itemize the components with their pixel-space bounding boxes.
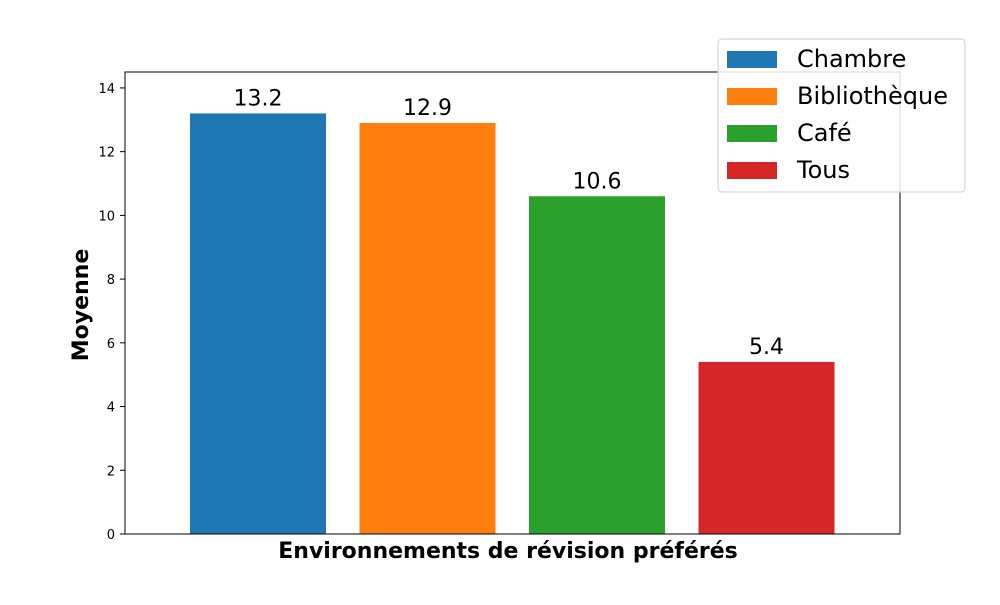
legend-swatch-3: [727, 162, 777, 179]
legend-label-1: Bibliothèque: [797, 82, 948, 110]
legend-swatch-0: [727, 51, 777, 68]
legend-swatch-2: [727, 125, 777, 142]
value-label-3: 5.4: [749, 335, 784, 360]
y-tick-label-7: 14: [98, 82, 115, 97]
y-tick-label-5: 10: [98, 209, 115, 224]
y-axis: 0 2 4 6 8 10 12 14: [98, 82, 125, 543]
value-label-2: 10.6: [573, 169, 622, 194]
bar-0: [190, 113, 326, 535]
value-label-0: 13.2: [234, 86, 283, 111]
x-axis-label: Environnements de révision préférés: [278, 539, 738, 564]
y-tick-label-2: 4: [107, 401, 115, 416]
y-tick-label-1: 2: [107, 464, 115, 479]
bars-layer: [190, 113, 835, 535]
legend-frame: [717, 38, 966, 193]
value-label-1: 12.9: [403, 96, 452, 121]
legend: Chambre Bibliothèque Café Tous: [717, 38, 966, 193]
y-axis-label: Moyenne: [69, 249, 94, 362]
y-tick-label-6: 12: [98, 146, 115, 161]
y-tick-label-3: 6: [107, 337, 115, 352]
value-labels-layer: 13.2 12.9 10.6 5.4: [234, 86, 784, 360]
legend-swatch-1: [727, 88, 777, 105]
legend-label-3: Tous: [796, 156, 850, 184]
legend-label-2: Café: [797, 119, 852, 147]
legend-label-0: Chambre: [797, 45, 906, 73]
bar-3: [698, 361, 835, 534]
y-tick-label-0: 0: [107, 528, 115, 543]
bar-1: [359, 122, 496, 534]
plot-frame: [124, 71, 901, 535]
bar-2: [529, 196, 665, 534]
y-tick-label-4: 8: [107, 273, 115, 288]
